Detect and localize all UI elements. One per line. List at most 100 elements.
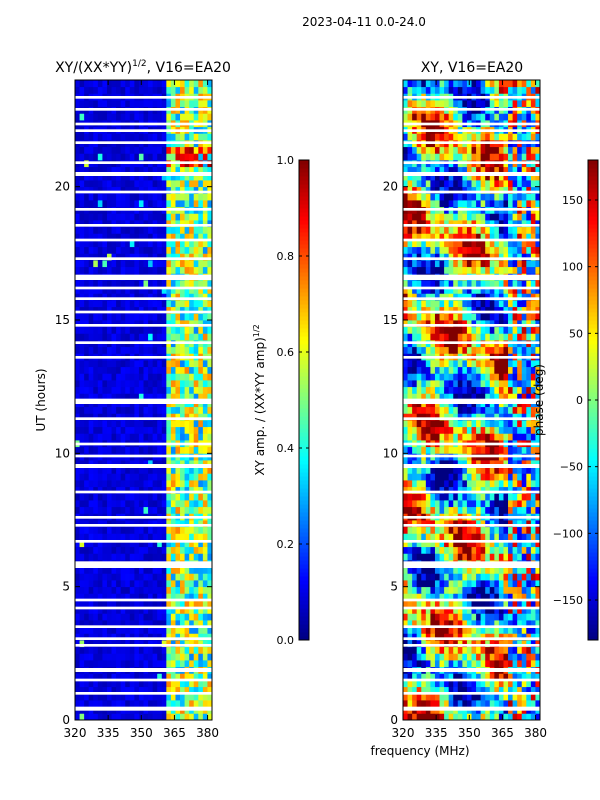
y-tick-label: 5 [62, 580, 70, 594]
heatmap-cell [526, 526, 532, 534]
heatmap-cell [184, 473, 190, 481]
heatmap-cell [421, 653, 427, 661]
heatmap-cell [84, 333, 90, 341]
heatmap-cell [152, 686, 158, 694]
heatmap-cell [526, 626, 532, 634]
heatmap-cell [512, 613, 518, 621]
heatmap-cell [416, 540, 422, 548]
heatmap-cell [421, 380, 427, 388]
heatmap-cell [152, 260, 158, 268]
heatmap-cell [530, 526, 536, 534]
heatmap-cell [198, 486, 204, 494]
heatmap-cell [425, 493, 431, 501]
heatmap-cell [180, 633, 185, 641]
heatmap-cell [84, 506, 90, 514]
heatmap-cell [84, 713, 90, 721]
heatmap-cell [166, 333, 172, 341]
heatmap-cell [485, 500, 491, 508]
heatmap-cell [170, 360, 176, 368]
heatmap-cell [412, 413, 418, 421]
heatmap-cell [471, 713, 477, 721]
heatmap-cell [120, 300, 126, 308]
heatmap-cell [448, 673, 454, 681]
heatmap-cell [175, 266, 181, 274]
heatmap-cell [207, 680, 213, 688]
heatmap-cell [189, 426, 195, 434]
heatmap-cell [412, 393, 418, 401]
heatmap-cell [157, 226, 163, 234]
heatmap-cell [106, 306, 112, 314]
heatmap-cell [407, 673, 413, 681]
heatmap-cell [143, 540, 149, 548]
heatmap-cell [93, 533, 99, 541]
heatmap-cell [407, 680, 413, 688]
heatmap-cell [476, 460, 482, 468]
heatmap-cell [503, 393, 509, 401]
heatmap-cell [466, 506, 472, 514]
heatmap-cell [93, 600, 99, 608]
heatmap-cell [512, 626, 518, 634]
heatmap-cell [102, 493, 108, 501]
heatmap-cell [193, 133, 199, 141]
heatmap-cell [143, 346, 149, 354]
heatmap-cell [444, 313, 450, 321]
heatmap-cell [535, 306, 541, 314]
heatmap-cell [448, 333, 454, 341]
heatmap-cell [207, 613, 213, 621]
heatmap-cell [535, 633, 541, 641]
heatmap-cell [444, 466, 450, 474]
heatmap-cell [207, 420, 213, 428]
heatmap-cell [207, 520, 213, 528]
heatmap-cell [120, 693, 126, 701]
heatmap-cell [526, 620, 532, 628]
heatmap-cell [198, 540, 204, 548]
heatmap-cell [97, 186, 103, 194]
heatmap-cell [193, 393, 199, 401]
heatmap-cell [407, 393, 413, 401]
heatmap-cell [512, 620, 518, 628]
heatmap-cell [512, 600, 518, 608]
heatmap-cell [462, 346, 468, 354]
heatmap-cell [166, 233, 172, 241]
heatmap-cell [521, 700, 527, 708]
heatmap-cell [498, 633, 504, 641]
heatmap-cell [471, 300, 477, 308]
heatmap-cell [457, 486, 463, 494]
heatmap-cell [512, 593, 518, 601]
heatmap-cell [102, 226, 108, 234]
heatmap-cell [498, 526, 504, 534]
heatmap-cell [111, 633, 117, 641]
heatmap-cell [180, 313, 185, 321]
heatmap-cell [161, 100, 167, 108]
heatmap-cell [84, 260, 90, 268]
heatmap-cell [129, 460, 135, 468]
heatmap-cell [148, 686, 154, 694]
flagged-band [75, 490, 212, 494]
heatmap-cell [170, 386, 176, 394]
heatmap-cell [403, 320, 408, 328]
heatmap-cell [462, 360, 468, 368]
heatmap-cell [161, 433, 167, 441]
heatmap-cell [403, 460, 408, 468]
heatmap-cell [111, 466, 117, 474]
heatmap-cell [526, 420, 532, 428]
heatmap-cell [148, 313, 154, 321]
heatmap-cell [403, 406, 408, 414]
heatmap-cell [434, 426, 440, 434]
heatmap-cell [434, 626, 440, 634]
heatmap-cell [471, 366, 477, 374]
heatmap-cell [521, 420, 527, 428]
heatmap-cell [180, 360, 185, 368]
heatmap-cell [148, 580, 154, 588]
heatmap-cell [180, 600, 185, 608]
heatmap-cell [143, 213, 149, 221]
heatmap-cell [116, 80, 122, 88]
heatmap-cell [416, 686, 422, 694]
heatmap-cell [97, 100, 103, 108]
heatmap-cell [79, 246, 85, 254]
heatmap-cell [512, 566, 518, 574]
heatmap-cell [425, 640, 431, 648]
heatmap-cell [125, 233, 131, 241]
heatmap-cell [421, 326, 427, 334]
heatmap-cell [180, 146, 185, 154]
